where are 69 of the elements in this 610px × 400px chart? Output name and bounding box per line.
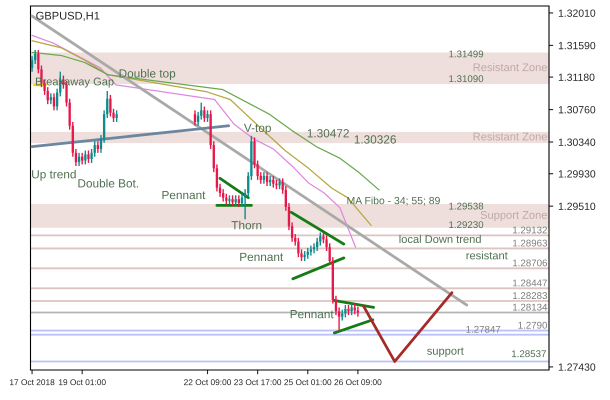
annotation: 1.30326 — [354, 135, 396, 144]
annotation: Up trend — [32, 170, 76, 181]
candlestick — [306, 247, 309, 260]
annotation: 1.29538 — [449, 202, 484, 210]
x-tick-label: 23 Oct 17:00 — [234, 379, 282, 386]
ref-line-label: 1.27847 — [466, 326, 500, 333]
annotation: Double top — [120, 68, 176, 80]
annotation: 1.31090 — [449, 75, 484, 82]
candlestick — [84, 150, 86, 166]
candlestick — [310, 244, 312, 256]
band-label: Resistant Zone — [474, 63, 547, 72]
annotation: Double Bot. — [78, 178, 138, 188]
y-tick-label: 1.27430 — [558, 363, 596, 371]
ref-line-label: 1.28283 — [513, 292, 548, 300]
candlestick — [347, 304, 350, 316]
candlestick — [278, 178, 281, 190]
ref-line-label: 1.29132 — [513, 226, 547, 234]
candlestick — [262, 171, 266, 184]
annotation: Thorn — [232, 220, 262, 230]
candlestick — [81, 152, 84, 166]
candlestick — [344, 304, 347, 318]
candlestick — [356, 306, 360, 318]
annotation: 1.29230 — [449, 221, 484, 228]
y-tick-label: 1.29510 — [558, 202, 596, 210]
candlestick — [303, 250, 306, 262]
y-tick-label: 1.31590 — [558, 42, 596, 50]
y-tick-label: 1.31180 — [558, 74, 595, 81]
y-tick-label: 1.30340 — [558, 138, 596, 146]
candlestick — [115, 110, 118, 123]
annotation: Pennant — [290, 310, 334, 318]
band-label: Support Zone — [480, 211, 547, 222]
candlestick — [341, 309, 344, 322]
x-tick-label: 17 Oct 2018 — [10, 379, 54, 386]
annotation: 1.31499 — [449, 50, 484, 58]
candlestick — [297, 237, 300, 258]
annotation: 1.30472 — [308, 129, 349, 138]
candlestick — [203, 106, 206, 123]
candlestick — [234, 194, 237, 207]
ref-line-label: 1.28706 — [513, 259, 548, 266]
ref-line-label: 1.28134 — [513, 304, 548, 311]
candlestick — [350, 302, 353, 316]
y-tick-label: 1.32010 — [558, 9, 596, 17]
x-tick-label: 22 Oct 09:00 — [184, 379, 232, 386]
candlestick — [50, 92, 52, 105]
band-label: Resistant Zone — [474, 132, 547, 140]
y-tick-label: 1.30760 — [558, 106, 596, 114]
ref-line-label: 1.2790 — [518, 322, 548, 329]
y-tick-label: 1.29930 — [558, 170, 596, 178]
candlestick — [231, 194, 234, 207]
annotation: 1.28537 — [512, 350, 546, 358]
annotation: support — [427, 347, 464, 357]
x-tick-label: 26 Oct 09:00 — [334, 379, 382, 386]
candlestick — [238, 194, 240, 208]
ref-line-label: 1.28963 — [513, 240, 548, 247]
annotation: resistant — [466, 251, 508, 260]
ref-line-label: 1.28447 — [513, 280, 547, 286]
x-tick-label: 25 Oct 01:00 — [284, 379, 332, 386]
candlestick — [228, 194, 231, 206]
candlestick — [275, 179, 278, 190]
candlestick — [272, 175, 274, 188]
chart-title: GBPUSD,H1 — [36, 12, 100, 21]
annotation: local Down trend — [399, 234, 481, 244]
annotation: Pennant — [162, 190, 206, 200]
candlestick — [96, 140, 100, 154]
candlestick — [354, 302, 356, 316]
candlestick — [225, 193, 228, 206]
candlestick — [268, 175, 272, 187]
x-tick-label: 19 Oct 01:00 — [58, 379, 106, 386]
annotation: Pennant — [240, 252, 284, 262]
